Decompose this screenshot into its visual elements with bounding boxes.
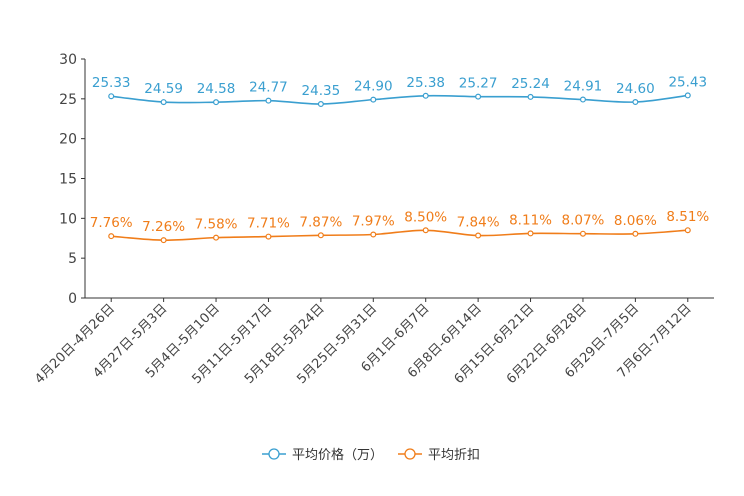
legend-label: 平均折扣 (428, 448, 480, 463)
series-line (111, 229, 688, 241)
data-label: 8.07% (562, 213, 605, 229)
data-label: 25.38 (406, 75, 445, 91)
data-label: 7.71% (247, 216, 290, 232)
data-point (213, 99, 220, 106)
data-label: 24.60 (616, 81, 655, 97)
data-label: 24.58 (197, 81, 236, 97)
data-label: 24.77 (249, 80, 288, 96)
legend-label: 平均价格（万） (292, 447, 383, 463)
legend-marker-icon (404, 448, 416, 460)
y-tick-label: 20 (59, 132, 77, 148)
data-point (579, 230, 586, 237)
data-label: 8.11% (509, 212, 552, 228)
data-point (370, 231, 377, 238)
data-label: 7.76% (90, 215, 133, 231)
data-label: 25.24 (511, 76, 550, 92)
data-point (475, 93, 482, 100)
data-point (317, 101, 324, 108)
data-label: 24.35 (302, 83, 341, 99)
data-point (632, 230, 639, 237)
y-tick-label: 5 (68, 251, 77, 267)
data-label: 24.91 (564, 79, 603, 95)
data-point (632, 99, 639, 106)
data-point (475, 232, 482, 239)
data-point (213, 234, 220, 241)
data-label: 7.58% (195, 217, 238, 233)
data-label: 25.33 (92, 75, 131, 91)
legend-item-discount: 平均折扣 (398, 448, 480, 463)
data-label: 8.06% (614, 213, 657, 229)
data-point (108, 93, 115, 100)
data-point (527, 230, 534, 237)
data-label: 7.26% (142, 219, 185, 235)
legend: 平均价格（万） 平均折扣 (262, 447, 480, 463)
series-layer: 25.33 24.59 24.58 24.77 24.35 24.90 25.38 25.27… (90, 74, 709, 244)
data-point (265, 97, 272, 104)
data-point (527, 93, 534, 100)
data-point (108, 233, 115, 240)
legend-item-price: 平均价格（万） (262, 447, 383, 463)
data-label: 7.97% (352, 214, 395, 230)
series-price: 25.33 24.59 24.58 24.77 24.35 24.90 25.38 25.27… (92, 74, 707, 108)
data-label: 7.84% (457, 215, 500, 231)
data-point (684, 227, 691, 234)
data-point (579, 96, 586, 103)
series-discount: 7.76% 7.26% 7.58% 7.71% 7.87% 7.97% 8.50% 7.84%… (90, 209, 709, 244)
data-label: 24.59 (144, 81, 183, 97)
y-tick-label: 30 (59, 52, 77, 68)
data-label: 8.51% (666, 209, 709, 225)
data-point (684, 92, 691, 99)
y-tick-label: 10 (59, 211, 77, 227)
series-line (111, 94, 688, 105)
data-point (370, 96, 377, 103)
data-point (265, 233, 272, 240)
data-label: 7.87% (299, 214, 342, 230)
y-tick-label: 0 (68, 291, 77, 307)
y-tick-label: 15 (59, 172, 77, 188)
data-point (422, 227, 429, 234)
data-point (160, 237, 167, 244)
data-label: 24.90 (354, 79, 393, 95)
data-label: 25.27 (459, 76, 498, 92)
data-point (317, 232, 324, 239)
data-point (160, 99, 167, 106)
data-label: 8.50% (404, 209, 447, 225)
data-label: 25.43 (668, 74, 707, 90)
y-tick-label: 25 (59, 92, 77, 108)
data-point (422, 92, 429, 99)
legend-marker-icon (268, 448, 280, 460)
